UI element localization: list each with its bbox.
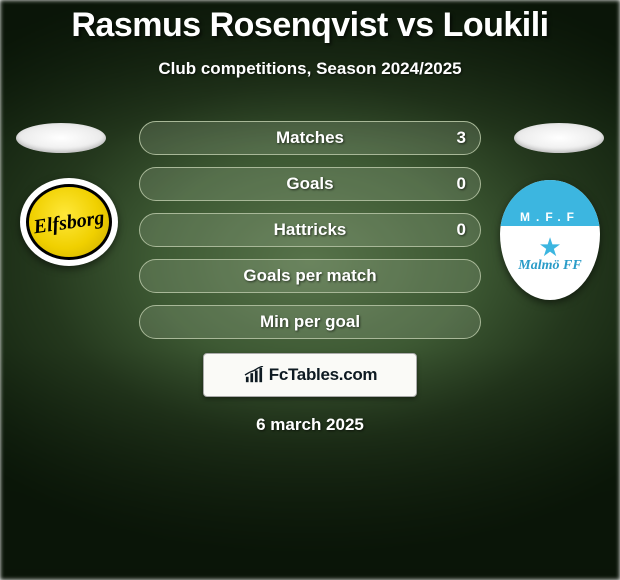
date: 6 march 2025 (256, 415, 364, 435)
stat-row-matches: Matches 3 (139, 121, 481, 155)
stat-right: 0 (457, 174, 466, 194)
stat-label: Goals (286, 174, 333, 194)
stat-label: Hattricks (274, 220, 347, 240)
malmo-name: Malmö FF (500, 258, 600, 274)
brand-link[interactable]: FcTables.com (203, 353, 417, 397)
elfsborg-badge-inner: Elfsborg (26, 184, 112, 260)
stat-right: 3 (457, 128, 466, 148)
stats-container: Matches 3 Goals 0 Hattricks 0 Goals per … (139, 121, 481, 339)
club-badge-left: Elfsborg (20, 178, 118, 266)
stat-row-hattricks: Hattricks 0 (139, 213, 481, 247)
stat-row-goals-per-match: Goals per match (139, 259, 481, 293)
subtitle: Club competitions, Season 2024/2025 (158, 59, 461, 79)
player-marker-right (514, 123, 604, 153)
brand-text: FcTables.com (269, 365, 378, 385)
player-marker-left (16, 123, 106, 153)
stat-row-goals: Goals 0 (139, 167, 481, 201)
stat-row-min-per-goal: Min per goal (139, 305, 481, 339)
stat-right: 0 (457, 220, 466, 240)
elfsborg-name: Elfsborg (32, 207, 106, 240)
page-title: Rasmus Rosenqvist vs Loukili (71, 6, 548, 45)
chart-icon (243, 366, 265, 384)
malmo-top-text: M.F.F (500, 180, 600, 226)
stat-label: Goals per match (243, 266, 376, 286)
stat-label: Matches (276, 128, 344, 148)
stat-label: Min per goal (260, 312, 360, 332)
